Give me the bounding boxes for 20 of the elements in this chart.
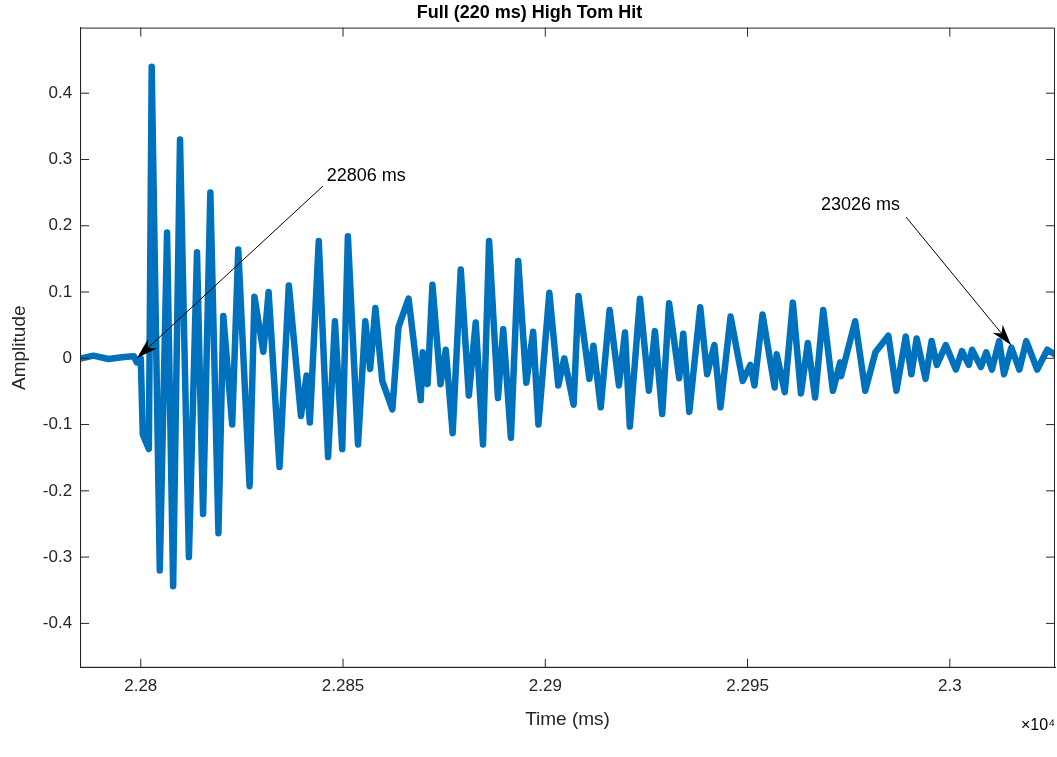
x-tick-label: 2.28 — [124, 675, 158, 695]
x-tick-label: 2.3 — [938, 675, 962, 695]
y-tick-label: 0.3 — [48, 149, 73, 169]
y-tick-label: 0.1 — [48, 281, 73, 301]
annotation: 23026 ms — [820, 194, 901, 215]
y-tick-label: 0.2 — [48, 215, 73, 235]
annotation: 22806 ms — [326, 165, 406, 186]
x-tick-label: 2.285 — [321, 675, 365, 695]
y-tick-label: -0.3 — [42, 546, 73, 566]
chart-title: Full (220 ms) High Tom Hit — [416, 1, 643, 22]
y-tick-label: -0.4 — [42, 613, 73, 633]
y-tick-label: 0.4 — [48, 82, 73, 102]
x-tick-label: 2.29 — [528, 675, 562, 695]
x-axis-title: Time (ms) — [525, 707, 610, 729]
x-tick-label: 2.295 — [726, 675, 769, 695]
y-tick-label: 0 — [62, 347, 73, 367]
y-tick-label: -0.2 — [42, 480, 73, 500]
y-axis-title: Amplitude — [7, 305, 29, 390]
text: ×10⁴ — [1020, 716, 1056, 734]
y-tick-label: -0.1 — [42, 414, 73, 434]
